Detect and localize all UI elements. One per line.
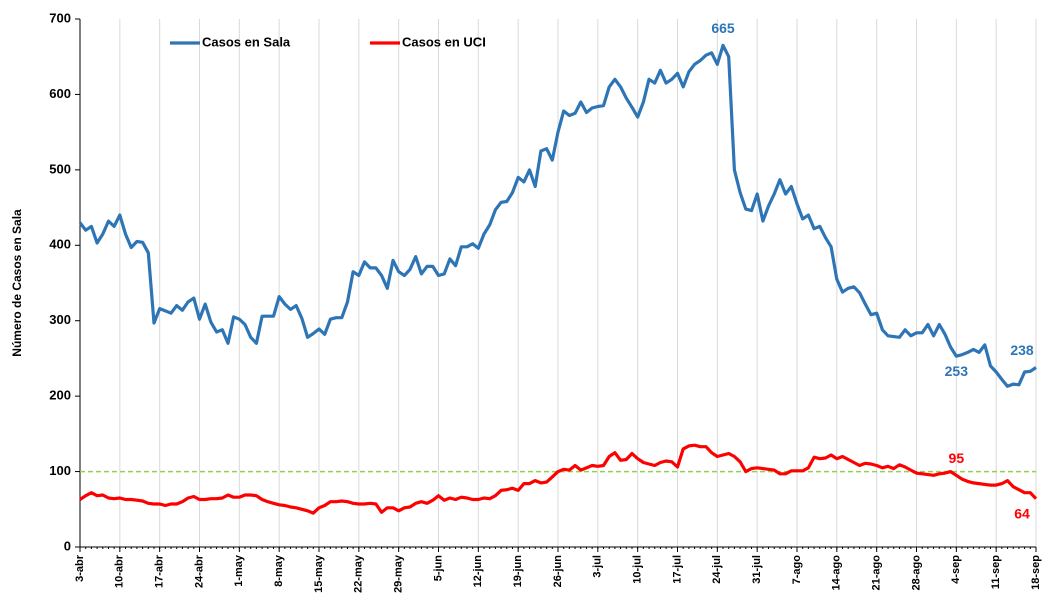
x-tick-label: 17-jul [671,555,683,584]
series-line [78,43,1037,388]
x-tick-label: 31-jul [751,555,763,584]
x-tick-label: 22-may [353,554,365,593]
x-tick-label: 15-may [313,554,325,593]
x-tick-label: 4-sep [950,555,962,584]
y-tick-label: 100 [49,463,71,478]
data-label: 95 [949,450,965,466]
y-tick-label: 500 [49,161,71,176]
x-tick-label: 8-may [273,554,285,587]
legend-label: Casos en Sala [202,34,291,49]
x-tick-label: 10-jul [632,555,644,584]
x-tick-label: 3-abr [74,554,86,582]
y-axis-label: Número de Casos en Sala [10,209,24,357]
y-tick-label: 300 [49,312,71,327]
x-tick-label: 26-jun [552,555,564,588]
x-tick-label: 7-ago [791,555,803,585]
y-tick-label: 200 [49,388,71,403]
y-tick-label: 700 [49,10,71,25]
x-tick-label: 24-jul [711,555,723,584]
x-tick-label: 24-abr [193,554,205,588]
y-tick-label: 600 [49,86,71,101]
series-line [79,443,1038,515]
x-tick-label: 3-jul [592,555,604,578]
x-tick-label: 1-may [233,554,245,587]
x-tick-label: 29-may [393,554,405,593]
y-tick-label: 0 [64,538,71,553]
x-tick-label: 12-jun [472,555,484,588]
x-tick-label: 11-sep [990,555,1002,590]
data-label: 665 [711,20,735,36]
data-label: 253 [945,363,969,379]
x-tick-label: 18-sep [1030,555,1042,590]
x-tick-label: 19-jun [512,555,524,588]
data-label: 238 [1010,342,1034,358]
x-tick-label: 21-ago [871,555,883,591]
x-tick-label: 28-ago [910,555,922,591]
x-tick-label: 10-abr [114,554,126,588]
y-tick-label: 400 [49,237,71,252]
x-tick-label: 14-ago [831,555,843,591]
x-tick-label: 5-jun [432,555,444,582]
x-tick-label: 17-abr [154,554,166,588]
data-label: 64 [1014,505,1030,521]
legend-label: Casos en UCI [402,34,486,49]
